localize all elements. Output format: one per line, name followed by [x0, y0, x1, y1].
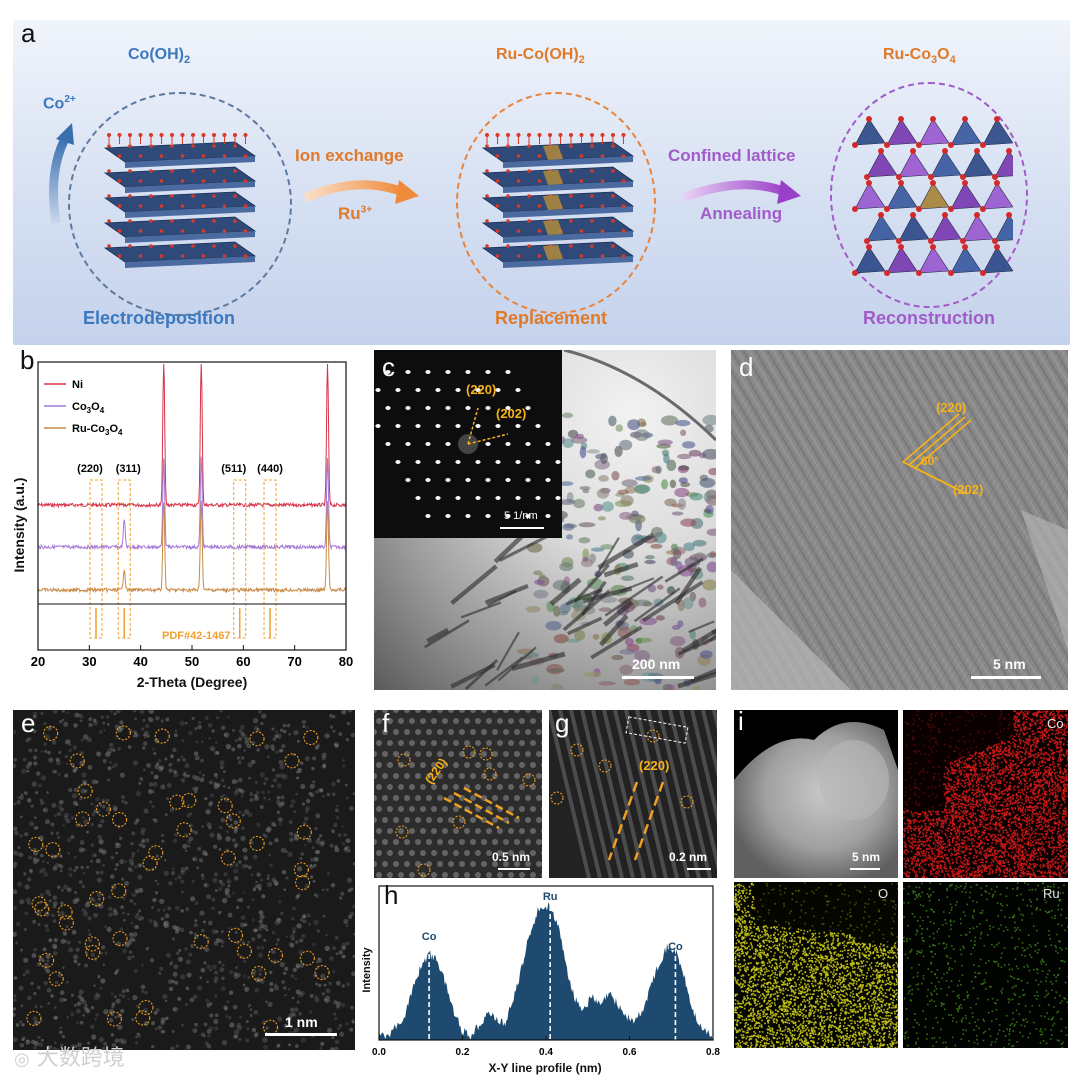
- stage1-circle: [68, 92, 292, 316]
- panel-d-scalebar: [971, 676, 1041, 679]
- panel-i-haadf: i 5 nm: [734, 710, 898, 878]
- arrow-orange-icon: [303, 180, 419, 204]
- panel-i-scale-text: 5 nm: [852, 850, 881, 864]
- rising-arrow-icon: [49, 123, 74, 224]
- xrd-xtick: 40: [133, 654, 147, 669]
- xrd-peak-label: (220): [77, 463, 103, 475]
- watermark-logo-icon: ◎: [14, 1049, 30, 1070]
- xrd-xtick: 20: [31, 654, 45, 669]
- plane-202-label: (202): [953, 482, 984, 497]
- panel-f-scalebar: [498, 868, 530, 870]
- profile-xtick: 0.2: [456, 1047, 470, 1058]
- xrd-series-line: [37, 456, 346, 551]
- profile-annotation: Co: [668, 941, 683, 953]
- map-co-label: Co: [1047, 716, 1064, 731]
- panel-e-scale-text: 1 nm: [285, 1014, 318, 1030]
- stage2-circle: [456, 92, 656, 314]
- panel-d-label: d: [739, 352, 754, 382]
- panel-c-scalebar: [622, 676, 694, 679]
- stage3-caption: Reconstruction: [863, 308, 996, 328]
- map-o-label: O: [878, 886, 889, 901]
- panel-g-scale-text: 0.2 nm: [669, 850, 708, 864]
- watermark: ◎ 大数跨境: [14, 1046, 125, 1071]
- panel-d-scale-text: 5 nm: [993, 656, 1026, 672]
- xrd-xtick: 30: [82, 654, 96, 669]
- xrd-xtick: 60: [236, 654, 250, 669]
- panel-d-hrtem: d (220) (202) 60° 5 nm: [731, 350, 1068, 690]
- coOH2-layers-icon: [103, 133, 257, 268]
- ru-ion-label: Ru3+: [338, 204, 373, 223]
- profile-annotation: Co: [422, 931, 437, 943]
- profile-area: [379, 901, 713, 1040]
- xrd-chart: Intensity (a.u.) 2-Theta (Degree) 20 30 40…: [11, 361, 353, 690]
- panel-h-label: h: [384, 880, 399, 910]
- panel-c-tem: (220) (202) 5 1/nm c 200 nm: [374, 350, 716, 690]
- stage2-title: Ru-Co(OH)2: [496, 46, 585, 67]
- map-ru-label: Ru: [1043, 886, 1060, 901]
- stage3-title: Ru-Co3O4: [883, 46, 956, 67]
- profile-xtick: 0.0: [372, 1047, 386, 1058]
- xrd-peak-label: (511): [221, 463, 246, 475]
- panel-i-scalebar: [850, 868, 880, 870]
- xrd-xtick: 70: [287, 654, 301, 669]
- map-co: Co: [903, 710, 1068, 878]
- xrd-series-line: [37, 363, 346, 509]
- legend-co3o4: Co3O4: [72, 401, 105, 415]
- profile-annotation: Ru: [543, 891, 558, 903]
- panel-a-schematic: a Co(OH)2 Co2+ Electrodeposition Ion exc…: [13, 18, 1070, 345]
- line-profile-chart: Intensity X-Y line profile (nm) 0.0 0.2 0.…: [361, 885, 720, 1075]
- xrd-xlabel: 2-Theta (Degree): [137, 674, 247, 690]
- saed-scale-text: 5 1/nm: [504, 510, 538, 522]
- panel-e-label: e: [21, 710, 36, 738]
- confined-lattice-label: Confined lattice: [668, 146, 796, 165]
- profile-xlabel: X-Y line profile (nm): [488, 1061, 601, 1075]
- angle-label: 60°: [921, 454, 940, 468]
- reference-pdf-label: PDF#42-1467: [162, 630, 231, 642]
- stage2-caption: Replacement: [495, 308, 608, 328]
- panel-f-scale-text: 0.5 nm: [492, 850, 531, 864]
- saed-inset: (220) (202) 5 1/nm: [374, 350, 562, 538]
- ion-exchange-label: Ion exchange: [295, 146, 404, 165]
- xrd-legend: Ni Co3O4 Ru-Co3O4: [44, 379, 123, 437]
- panel-f-haadf: f (220) 0.5 nm: [374, 710, 542, 878]
- xrd-xtick: 80: [339, 654, 353, 669]
- profile-xtick: 0.8: [706, 1047, 720, 1058]
- panel-b-label: b: [20, 345, 35, 375]
- panel-a-label: a: [21, 18, 36, 48]
- map-o: O: [734, 882, 898, 1048]
- saed-spot-220: (220): [466, 382, 497, 397]
- panel-g-scalebar: [687, 868, 711, 870]
- panel-c-scale-text: 200 nm: [632, 656, 681, 672]
- legend-ni: Ni: [72, 379, 83, 391]
- map-ru: Ru: [903, 882, 1068, 1048]
- spinel-lattice-icon: [852, 116, 1013, 276]
- xrd-series-line: [37, 500, 346, 594]
- xrd-peak-label: (440): [257, 463, 283, 475]
- panel-g-haadf: g (220) 0.2 nm: [549, 710, 717, 878]
- panel-c-label: c: [382, 352, 395, 382]
- arrow-purple-icon: [681, 180, 801, 204]
- saed-scalebar: [500, 527, 544, 529]
- stage1-caption: Electrodeposition: [83, 308, 236, 328]
- co-ion-label: Co2+: [43, 94, 76, 113]
- panel-e-scalebar: [265, 1033, 337, 1036]
- ru-coOH2-layers-icon: [481, 133, 635, 268]
- stage1-title: Co(OH)2: [128, 46, 191, 67]
- panel-f-label: f: [382, 710, 390, 738]
- panel-g-label: g: [555, 710, 570, 738]
- saed-spot-202: (202): [496, 406, 527, 421]
- panel-i-label: i: [738, 710, 744, 736]
- panel-e-haadf: e 1 nm: [13, 710, 355, 1050]
- profile-xtick: 0.4: [539, 1047, 553, 1058]
- xrd-ylabel: Intensity (a.u.): [11, 478, 27, 573]
- panel-g-plane-label: (220): [639, 758, 670, 773]
- legend-ru-co3o4: Ru-Co3O4: [72, 423, 123, 437]
- plane-220-label: (220): [936, 400, 967, 415]
- stage3-circle: [830, 82, 1028, 308]
- xrd-xtick: 50: [185, 654, 199, 669]
- xrd-peak-label: (311): [116, 463, 141, 475]
- annealing-label: Annealing: [700, 204, 783, 223]
- profile-ylabel: Intensity: [361, 947, 373, 993]
- profile-xtick: 0.6: [623, 1047, 637, 1058]
